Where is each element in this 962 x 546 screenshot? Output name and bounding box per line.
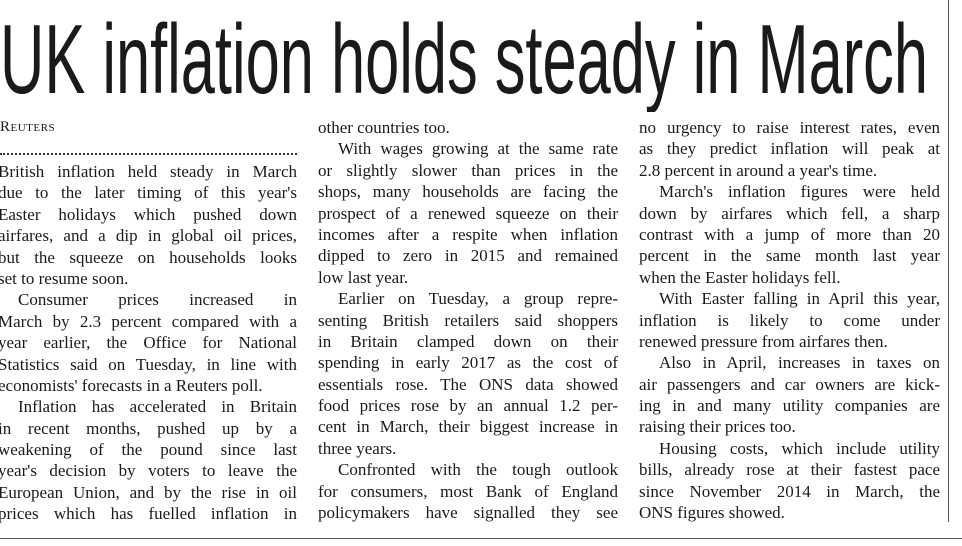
text-line: dipped to zero in 2015 and remained bbox=[318, 246, 618, 266]
headline-box: UK inflation holds steady in March bbox=[0, 4, 928, 112]
text-line: due to the later timing of this year's bbox=[0, 183, 297, 203]
text-line: prospect of a renewed squeeze on their bbox=[318, 203, 618, 223]
text-line: in Britain clamped down on their bbox=[318, 331, 618, 351]
text-line: ing in and many utility companies are bbox=[639, 396, 940, 416]
column: British inflation held steady in March du… bbox=[0, 161, 297, 525]
text-line: European Union, and by the rise in oil bbox=[0, 482, 297, 502]
text-line: incomes after a respite when inflation bbox=[318, 224, 618, 244]
headline: UK inflation holds steady in March bbox=[0, 4, 928, 112]
text-line: policymakers have signalled they see bbox=[318, 503, 618, 523]
text-line: in recent months, pushed up by a bbox=[0, 418, 297, 438]
text-line: airfares, and a dip in global oil prices… bbox=[0, 226, 297, 246]
text-line: With wages growing at the same rate bbox=[338, 139, 618, 159]
text-line: Easter holidays which pushed down bbox=[0, 204, 297, 224]
text-line: no urgency to raise interest rates, even bbox=[639, 118, 940, 137]
text-line: With Easter falling in April this year, bbox=[659, 289, 940, 309]
text-line: 2.8 percent in around a year's time. bbox=[639, 160, 878, 180]
text-line: inflation is likely to come under bbox=[639, 310, 940, 330]
text-line: Earlier on Tuesday, a group repre- bbox=[338, 289, 618, 309]
text-line: air passengers and car owners are kick- bbox=[639, 374, 940, 394]
text-line: year earlier, the Office for National bbox=[0, 333, 297, 353]
text-line: Consumer prices increased in bbox=[18, 290, 297, 310]
text-line: senting British retailers said shoppers bbox=[318, 310, 618, 330]
text-line: when the Easter holidays fell. bbox=[639, 267, 841, 287]
text-line: bills, already rose at their fastest pac… bbox=[639, 460, 940, 480]
text-line: Housing costs, which include utility bbox=[659, 438, 940, 458]
text-line: ONS figures showed. bbox=[639, 503, 785, 523]
text-line: other countries too. bbox=[318, 118, 450, 137]
text-line: contrast with a jump of more than 20 bbox=[639, 224, 940, 244]
text-line: but the squeeze on households looks bbox=[0, 247, 297, 267]
text-line: economists' forecasts in a Reuters poll. bbox=[0, 375, 263, 395]
text-line: shops, many households are facing the bbox=[318, 182, 618, 202]
column: other countries too. With wages growing a… bbox=[318, 117, 618, 523]
text-line: renewed pressure from airfares then. bbox=[639, 331, 888, 351]
text-line: down by airfares which fell, a sharp bbox=[639, 203, 940, 223]
text-line: since November 2014 in March, the bbox=[639, 481, 940, 501]
text-line: spending in early 2017 as the cost of bbox=[318, 353, 618, 373]
byline: Reuters bbox=[0, 119, 56, 135]
text-line: Statistics said on Tuesday, in line with bbox=[0, 354, 297, 374]
text-line: prices which has fuelled inflation in bbox=[0, 504, 297, 524]
column: no urgency to raise interest rates, even… bbox=[639, 117, 940, 523]
byline-rule bbox=[0, 153, 297, 155]
text-line: percent in the same month last year bbox=[639, 246, 940, 266]
text-line: set to resume soon. bbox=[0, 268, 129, 288]
text-line: Also in April, increases in taxes on bbox=[659, 353, 940, 373]
text-line: essentials rose. The ONS data showed bbox=[318, 374, 618, 394]
text-line: Confronted with the tough outlook bbox=[338, 460, 618, 480]
bottom-rule bbox=[0, 538, 962, 539]
text-line: three years. bbox=[318, 438, 397, 458]
text-line: weakening of the pound since last bbox=[0, 440, 297, 460]
text-line: March by 2.3 percent compared with a bbox=[0, 311, 297, 331]
text-line: or slightly slower than prices in the bbox=[318, 160, 618, 180]
text-line: food prices rose by an annual 1.2 per- bbox=[318, 396, 618, 416]
text-line: cent in March, their biggest increase in bbox=[318, 417, 618, 437]
text-line: for consumers, most Bank of England bbox=[318, 481, 618, 501]
column-rule bbox=[948, 0, 949, 522]
text-line: raising their prices too. bbox=[639, 417, 796, 437]
text-line: year's decision by voters to leave the bbox=[0, 461, 297, 481]
text-line: as they predict inflation will peak at bbox=[639, 139, 940, 159]
text-line: Inflation has accelerated in Britain bbox=[18, 397, 297, 417]
text-line: March's inflation figures were held bbox=[659, 182, 940, 202]
text-line: low last year. bbox=[318, 267, 409, 287]
text-line: British inflation held steady in March bbox=[0, 162, 297, 181]
